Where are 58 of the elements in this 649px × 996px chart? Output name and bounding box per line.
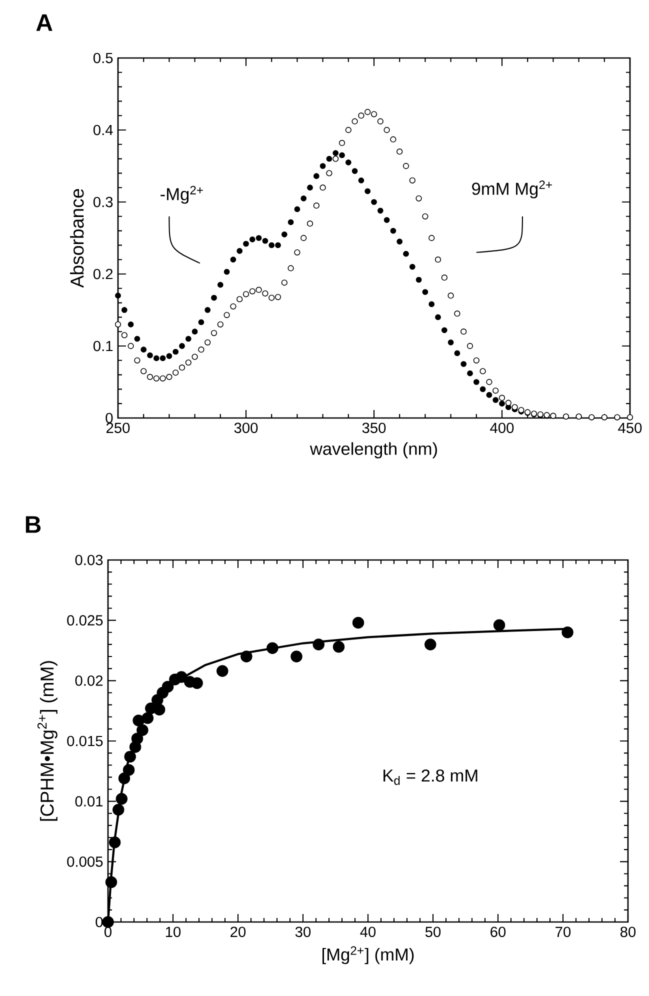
point <box>136 724 148 736</box>
legend-label: -Mg$^{2+}$ <box>160 186 203 204</box>
x-tick-label: 450 <box>618 422 642 434</box>
x-tick-label: 20 <box>230 926 246 938</box>
x-tick-label: 80 <box>620 926 636 938</box>
x-tick-label: 350 <box>362 422 386 434</box>
y-tick-label: 0.5 <box>93 52 113 64</box>
y-tick-label: 0.025 <box>67 615 103 626</box>
y-tick-label: 0.2 <box>93 268 113 280</box>
y-tick-label: 0.005 <box>67 856 103 867</box>
annotation: K$_{d}$ = 2.8 mM <box>384 769 478 785</box>
point <box>240 650 252 662</box>
point <box>290 650 302 662</box>
point <box>493 619 506 632</box>
point <box>122 764 135 776</box>
x-tick-label: 70 <box>556 926 571 938</box>
y-tick-label: 0.015 <box>67 736 103 746</box>
text: 9mM Mg$^{2+}$ <box>472 180 552 198</box>
x-tick-label: 50 <box>425 926 441 938</box>
x-tick-label: 400 <box>490 422 514 434</box>
point <box>142 712 154 724</box>
y-axis-title: [CPHM•Mg$^{2+}$] (mM) <box>37 661 58 821</box>
y-tick-label: 0.01 <box>75 796 103 807</box>
point <box>216 665 228 677</box>
y-axis-title: Absorbance <box>70 189 84 288</box>
x-tick-label: 250 <box>106 422 130 434</box>
point <box>562 626 574 638</box>
y-tick-label: 0.03 <box>75 554 103 566</box>
x-axis-title: wavelength (nm) <box>310 442 437 458</box>
point <box>162 680 174 693</box>
point <box>112 804 124 816</box>
x-tick-label: 10 <box>166 926 181 938</box>
chart-title: B <box>26 516 41 533</box>
point <box>352 616 364 629</box>
point <box>176 671 188 683</box>
x-axis-title: [Mg$^{2+}$] (mM) <box>322 946 414 964</box>
y-tick-label: 0.3 <box>93 196 113 208</box>
x-tick-label: 60 <box>490 926 506 938</box>
point <box>108 836 121 848</box>
point <box>124 750 136 763</box>
y-tick-label: 0 <box>106 412 113 424</box>
point <box>116 793 128 805</box>
chart-title: A <box>36 14 52 31</box>
y-tick-label: 0.4 <box>93 124 113 136</box>
y-tick-label: 0.02 <box>75 675 103 686</box>
x-tick-label: 40 <box>360 926 376 938</box>
point <box>153 704 166 716</box>
point <box>266 642 278 654</box>
point <box>332 641 345 653</box>
x-tick-label: 30 <box>295 926 311 938</box>
point <box>312 638 324 650</box>
point <box>424 638 436 650</box>
point <box>105 876 118 888</box>
x-tick-label: 300 <box>234 422 258 434</box>
point <box>131 732 144 744</box>
point <box>191 677 203 689</box>
y-tick-label: 0.1 <box>93 340 113 352</box>
point <box>118 772 130 784</box>
